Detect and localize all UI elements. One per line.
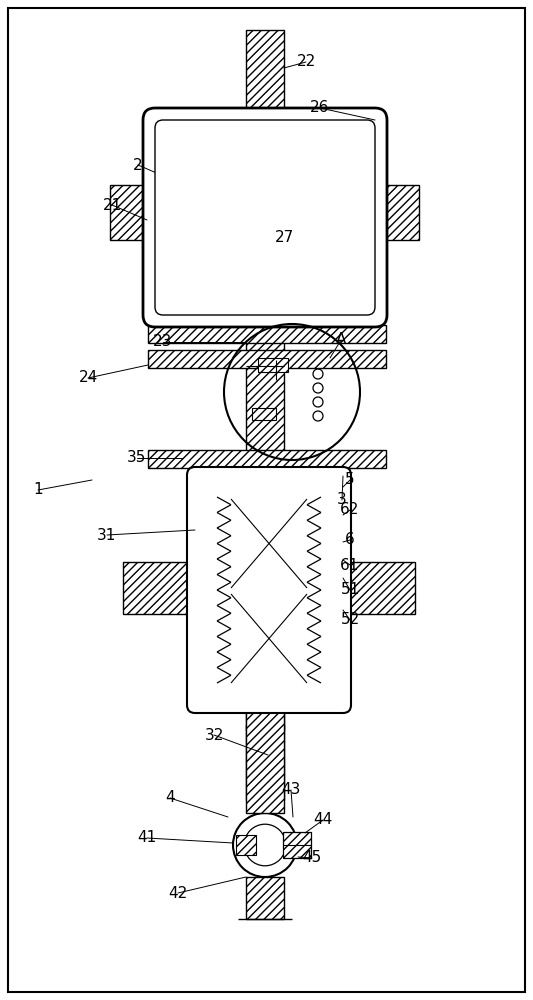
Text: 35: 35 <box>127 450 147 466</box>
Bar <box>110 185 162 240</box>
Text: 42: 42 <box>168 886 188 900</box>
Bar <box>231 499 307 588</box>
Bar <box>246 575 284 730</box>
Text: A: A <box>336 332 346 348</box>
Bar <box>195 591 343 597</box>
Text: 62: 62 <box>340 502 360 518</box>
FancyBboxPatch shape <box>187 467 351 713</box>
Text: 5: 5 <box>345 473 355 488</box>
Bar <box>195 475 215 705</box>
Bar <box>195 475 343 495</box>
Bar <box>215 663 323 683</box>
Text: 4: 4 <box>165 790 175 806</box>
Text: 27: 27 <box>276 231 295 245</box>
Text: 32: 32 <box>204 728 224 742</box>
Text: 6: 6 <box>345 532 355 548</box>
Bar <box>246 877 284 919</box>
Text: 31: 31 <box>98 528 117 542</box>
Bar <box>246 30 284 120</box>
Bar <box>246 470 284 710</box>
Text: 44: 44 <box>313 812 333 828</box>
Text: 26: 26 <box>310 101 330 115</box>
Text: 61: 61 <box>340 558 360 572</box>
Text: 3: 3 <box>337 492 347 508</box>
Text: 1: 1 <box>33 483 43 497</box>
Bar <box>231 594 307 683</box>
Text: 23: 23 <box>154 334 173 350</box>
Bar <box>282 832 311 858</box>
Bar <box>123 562 195 614</box>
FancyBboxPatch shape <box>155 120 375 315</box>
Bar <box>367 185 419 240</box>
Text: 22: 22 <box>296 54 316 70</box>
Bar <box>343 562 415 614</box>
Bar <box>148 350 386 368</box>
Text: 52: 52 <box>341 612 360 628</box>
Bar <box>148 325 386 343</box>
Bar <box>236 835 256 855</box>
Text: 41: 41 <box>138 830 157 846</box>
Bar <box>246 120 284 325</box>
Bar <box>193 215 337 265</box>
Text: 24: 24 <box>78 370 98 385</box>
FancyBboxPatch shape <box>143 108 387 327</box>
Text: 51: 51 <box>341 582 360 597</box>
Text: 21: 21 <box>102 198 122 213</box>
Bar <box>195 685 343 705</box>
Bar <box>148 450 386 468</box>
Bar <box>252 408 276 420</box>
Bar <box>246 115 284 585</box>
Bar <box>323 475 343 705</box>
Text: 43: 43 <box>281 782 301 798</box>
Text: 45: 45 <box>302 850 321 865</box>
Text: 2: 2 <box>133 157 143 172</box>
Bar <box>258 358 288 372</box>
Bar <box>246 725 284 800</box>
Bar <box>246 707 284 813</box>
